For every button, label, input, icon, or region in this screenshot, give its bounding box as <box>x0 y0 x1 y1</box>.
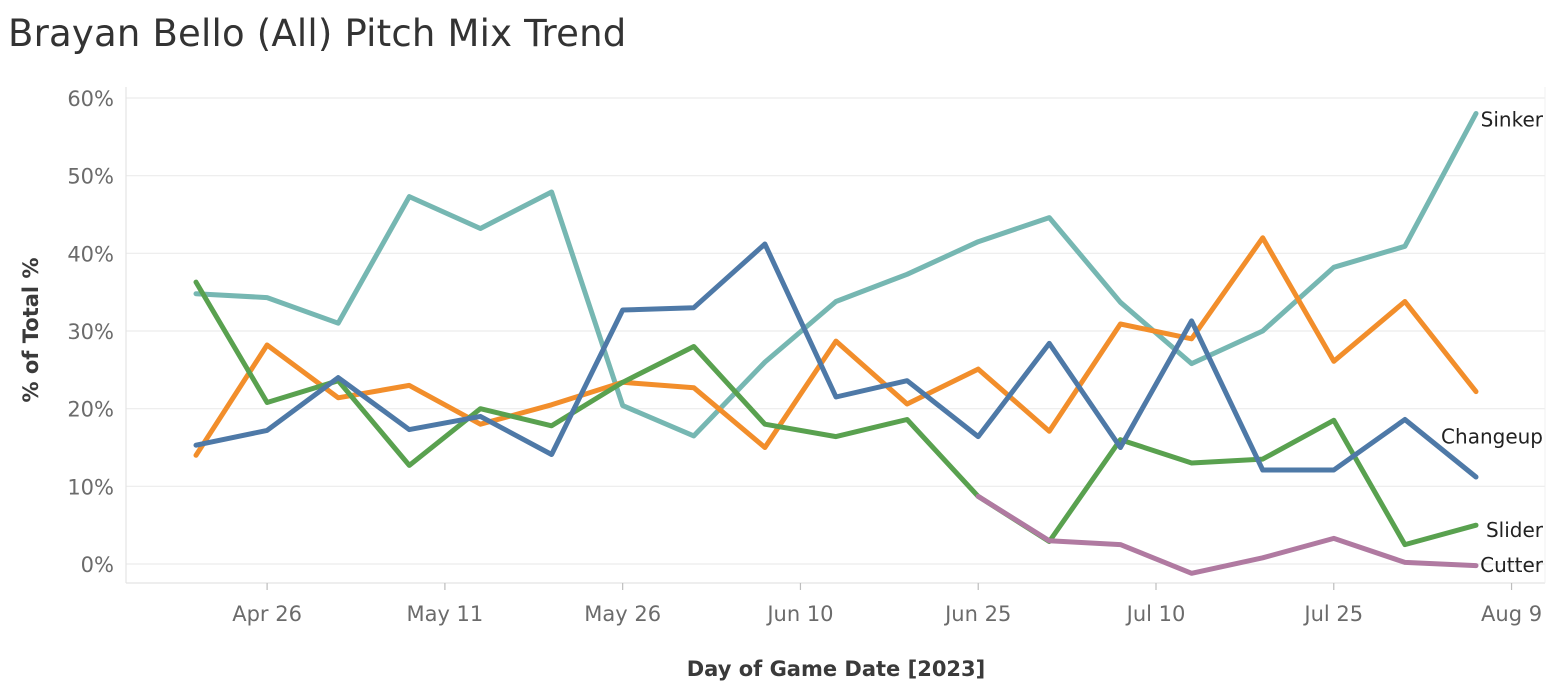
y-tick-label: 10% <box>67 475 114 499</box>
series-lines <box>193 111 1479 576</box>
series-label-changeup: Changeup <box>1441 425 1543 449</box>
x-axis-ticks: Apr 26 May 11 May 26 Jun 10 Jun 25 Jul 10 Jul … <box>232 583 1542 626</box>
series-line-cutter <box>193 241 1479 480</box>
y-tick-label: 20% <box>67 398 114 422</box>
series-labels: Sinker Changeup Slider Cutter <box>1441 108 1544 577</box>
x-tick-label: Apr 26 <box>232 602 302 626</box>
axes <box>125 87 1546 584</box>
x-tick-label: Jun 25 <box>943 602 1011 626</box>
x-tick-label: Jun 10 <box>765 602 833 626</box>
y-tick-label: 0% <box>81 553 114 577</box>
x-axis-title: Day of Game Date [2023] <box>687 657 986 681</box>
series-line-changeup <box>193 235 1479 458</box>
y-tick-label: 50% <box>67 165 114 189</box>
x-tick-label: Jul 10 <box>1125 602 1186 626</box>
series-line-unlabeled <box>975 493 1479 576</box>
y-axis-ticks: 0% 10% 20% 30% 40% 50% 60% <box>67 87 114 577</box>
gridlines <box>126 97 1545 565</box>
x-tick-label: Aug 9 <box>1481 602 1542 626</box>
y-tick-label: 60% <box>67 87 114 111</box>
series-line-sinker <box>193 111 1479 439</box>
x-tick-label: May 26 <box>584 602 661 626</box>
series-label-cutter: Cutter <box>1480 553 1544 577</box>
y-axis-title: % of Total % <box>19 258 43 403</box>
x-tick-label: Jul 25 <box>1302 602 1363 626</box>
series-label-slider: Slider <box>1486 518 1544 542</box>
x-tick-label: May 11 <box>406 602 483 626</box>
y-tick-label: 40% <box>67 242 114 266</box>
y-tick-label: 30% <box>67 320 114 344</box>
series-line-slider <box>193 279 1479 548</box>
series-label-sinker: Sinker <box>1481 108 1544 132</box>
chart-title: Brayan Bello (All) Pitch Mix Trend <box>8 12 627 55</box>
